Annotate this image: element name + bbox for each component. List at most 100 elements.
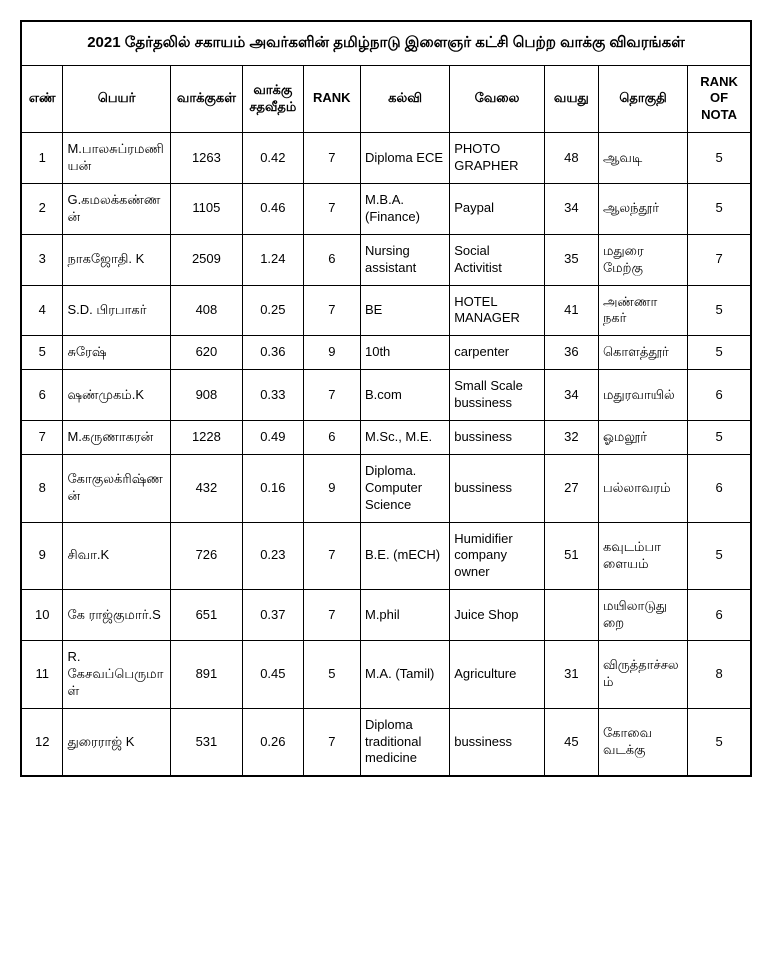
cell-no: 8	[21, 454, 63, 522]
cell-votes: 1105	[170, 183, 242, 234]
cell-edu: M.B.A. (Finance)	[360, 183, 449, 234]
cell-nota: 5	[688, 420, 751, 454]
cell-name: நாகஜோதி. K	[63, 234, 170, 285]
cell-edu: B.com	[360, 370, 449, 421]
cell-name: சிவா.K	[63, 522, 170, 590]
col-header-no: எண்	[21, 65, 63, 133]
cell-edu: B.E. (mECH)	[360, 522, 449, 590]
table-title-row: 2021 தேர்தலில் சகாயம் அவர்களின் தமிழ்நாட…	[21, 21, 751, 65]
cell-rank: 5	[303, 640, 360, 708]
cell-pct: 0.26	[243, 708, 304, 776]
table-header-row: எண்பெயர்வாக்குகள்வாக்கு சதவீதம்RANKகல்வி…	[21, 65, 751, 133]
cell-votes: 620	[170, 336, 242, 370]
cell-pct: 0.16	[243, 454, 304, 522]
cell-no: 10	[21, 590, 63, 641]
cell-pct: 1.24	[243, 234, 304, 285]
cell-nota: 8	[688, 640, 751, 708]
cell-no: 9	[21, 522, 63, 590]
table-row: 11R. கேசவப்பெருமாள்8910.455M.A. (Tamil)A…	[21, 640, 751, 708]
cell-rank: 9	[303, 336, 360, 370]
cell-job: Juice Shop	[450, 590, 545, 641]
table-row: 1M.பாலசுப்ரமணியன்12630.427Diploma ECEPHO…	[21, 133, 751, 184]
table-row: 5சுரேஷ்6200.36910thcarpenter36கொளத்தூர்5	[21, 336, 751, 370]
cell-pct: 0.23	[243, 522, 304, 590]
cell-const: மதுரை மேற்கு	[598, 234, 687, 285]
cell-age	[544, 590, 598, 641]
cell-rank: 7	[303, 370, 360, 421]
cell-age: 31	[544, 640, 598, 708]
cell-const: மயிலாடுதுறை	[598, 590, 687, 641]
cell-no: 7	[21, 420, 63, 454]
cell-name: சுரேஷ்	[63, 336, 170, 370]
table-row: 8கோகுலக்ரிஷ்ணன்4320.169Diploma. Computer…	[21, 454, 751, 522]
cell-edu: Diploma traditional medicine	[360, 708, 449, 776]
cell-const: அண்ணா நகர்	[598, 285, 687, 336]
cell-pct: 0.25	[243, 285, 304, 336]
cell-edu: M.Sc., M.E.	[360, 420, 449, 454]
cell-job: HOTEL MANAGER	[450, 285, 545, 336]
cell-const: கொளத்தூர்	[598, 336, 687, 370]
cell-const: கவுடம்பாளையம்	[598, 522, 687, 590]
cell-job: bussiness	[450, 708, 545, 776]
table-row: 6ஷண்முகம்.K9080.337B.comSmall Scale buss…	[21, 370, 751, 421]
cell-votes: 726	[170, 522, 242, 590]
cell-const: ஆவடி	[598, 133, 687, 184]
cell-job: carpenter	[450, 336, 545, 370]
cell-nota: 5	[688, 336, 751, 370]
cell-pct: 0.42	[243, 133, 304, 184]
cell-pct: 0.49	[243, 420, 304, 454]
cell-votes: 432	[170, 454, 242, 522]
table-row: 4S.D. பிரபாகர்4080.257BEHOTEL MANAGER41அ…	[21, 285, 751, 336]
cell-const: கோவை வடக்கு	[598, 708, 687, 776]
cell-name: M.கருணாகரன்	[63, 420, 170, 454]
col-header-job: வேலை	[450, 65, 545, 133]
cell-job: bussiness	[450, 420, 545, 454]
cell-no: 11	[21, 640, 63, 708]
cell-edu: 10th	[360, 336, 449, 370]
cell-no: 6	[21, 370, 63, 421]
election-table: 2021 தேர்தலில் சகாயம் அவர்களின் தமிழ்நாட…	[20, 20, 752, 777]
cell-no: 12	[21, 708, 63, 776]
cell-pct: 0.33	[243, 370, 304, 421]
cell-votes: 1228	[170, 420, 242, 454]
cell-pct: 0.46	[243, 183, 304, 234]
cell-votes: 651	[170, 590, 242, 641]
cell-nota: 5	[688, 285, 751, 336]
cell-job: bussiness	[450, 454, 545, 522]
col-header-name: பெயர்	[63, 65, 170, 133]
col-header-rank: RANK	[303, 65, 360, 133]
cell-age: 34	[544, 183, 598, 234]
cell-votes: 2509	[170, 234, 242, 285]
table-row: 12துரைராஜ் K5310.267Diploma traditional …	[21, 708, 751, 776]
cell-edu: M.phil	[360, 590, 449, 641]
cell-name: G.கமலக்கண்ணன்	[63, 183, 170, 234]
cell-age: 35	[544, 234, 598, 285]
cell-rank: 7	[303, 522, 360, 590]
cell-pct: 0.37	[243, 590, 304, 641]
table-row: 10கே ராஜ்குமார்.S6510.377M.philJuice Sho…	[21, 590, 751, 641]
cell-const: விருத்தாச்சலம்	[598, 640, 687, 708]
cell-job: Humidifier company owner	[450, 522, 545, 590]
cell-const: ஓமலூர்	[598, 420, 687, 454]
cell-votes: 908	[170, 370, 242, 421]
cell-votes: 1263	[170, 133, 242, 184]
table-title: 2021 தேர்தலில் சகாயம் அவர்களின் தமிழ்நாட…	[21, 21, 751, 65]
cell-rank: 9	[303, 454, 360, 522]
cell-name: துரைராஜ் K	[63, 708, 170, 776]
col-header-pct: வாக்கு சதவீதம்	[243, 65, 304, 133]
cell-nota: 7	[688, 234, 751, 285]
cell-nota: 6	[688, 454, 751, 522]
cell-age: 32	[544, 420, 598, 454]
table-row: 7M.கருணாகரன்12280.496M.Sc., M.E.bussines…	[21, 420, 751, 454]
cell-edu: Nursing assistant	[360, 234, 449, 285]
cell-const: மதுரவாயில்	[598, 370, 687, 421]
cell-age: 41	[544, 285, 598, 336]
cell-nota: 6	[688, 370, 751, 421]
cell-rank: 6	[303, 234, 360, 285]
cell-const: பல்லாவரம்	[598, 454, 687, 522]
cell-pct: 0.45	[243, 640, 304, 708]
cell-nota: 5	[688, 183, 751, 234]
cell-no: 5	[21, 336, 63, 370]
cell-pct: 0.36	[243, 336, 304, 370]
cell-votes: 891	[170, 640, 242, 708]
